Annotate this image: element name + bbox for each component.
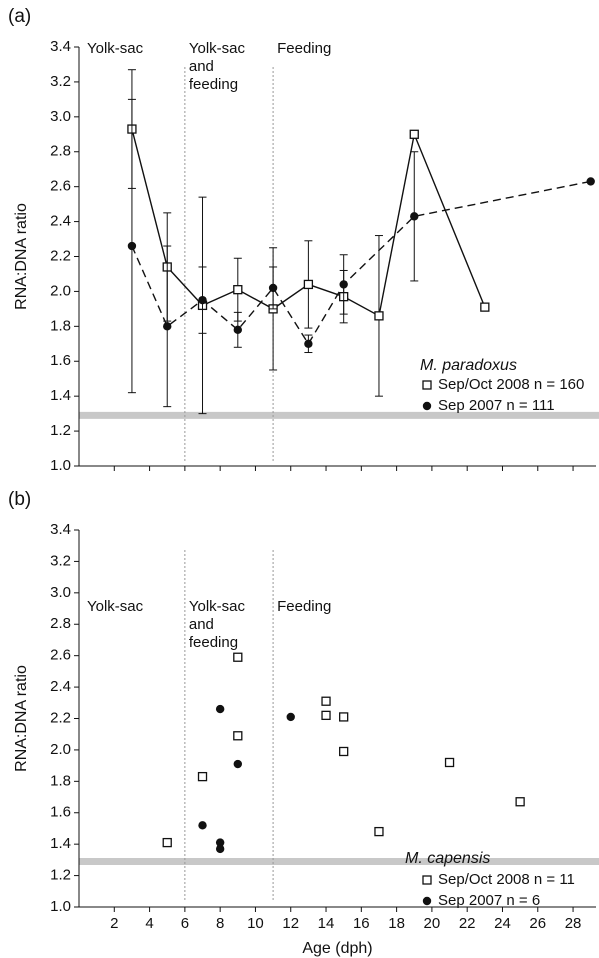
data-point [410,212,419,221]
y-tick-label: 3.0 [50,584,71,601]
data-point [233,759,243,769]
y-tick-label: 3.4 [50,38,71,55]
legend-marker [422,380,432,390]
data-point [127,241,137,251]
data-point [586,177,595,186]
y-tick-label: 1.6 [50,352,71,369]
y-tick-label: 1.2 [50,867,71,884]
y-tick-label: 1.8 [50,317,71,334]
data-point [515,797,525,807]
x-tick-label: 12 [282,915,299,932]
stage-label: Feeding [277,40,331,57]
x-tick-label: 28 [565,915,582,932]
stage-label: Yolk-sac [87,598,144,615]
data-point [409,129,419,139]
data-point [198,295,207,305]
x-axis-label: Age (dph) [302,940,372,957]
stage-label: feeding [189,634,238,651]
data-point [233,652,243,662]
x-tick-label: 14 [318,915,335,932]
data-point [163,322,172,331]
data-point [233,285,243,295]
stage-label: Yolk-sac [87,40,144,57]
x-tick-label: 24 [494,915,511,932]
data-point [268,283,278,293]
y-axis-label: RNA:DNA ratio [13,203,30,310]
y-axis-label: RNA:DNA ratio [13,665,30,772]
y-tick-label: 2.0 [50,282,71,299]
y-tick-label: 1.4 [50,387,71,404]
y-tick-label: 1.6 [50,804,71,821]
y-tick-label: 3.4 [50,521,71,538]
data-point [339,712,349,722]
x-tick-label: 18 [388,915,405,932]
y-tick-label: 2.2 [50,247,71,264]
y-tick-label: 1.0 [50,898,71,915]
legend-label: Sep/Oct 2008 n = 160 [438,376,584,393]
y-tick-label: 1.8 [50,772,71,789]
data-point [303,279,314,290]
x-tick-label: 20 [424,915,441,932]
y-tick-label: 2.4 [50,213,71,230]
y-tick-label: 1.2 [50,422,71,439]
data-point [233,731,243,741]
y-tick-label: 2.8 [50,615,71,632]
stage-label: Yolk-sac [189,598,246,615]
data-point [233,325,243,335]
legend-marker [422,896,432,906]
panel-label: (a) [8,6,31,27]
legend-label: Sep 2007 n = 6 [438,892,540,909]
data-point [339,280,348,289]
data-point [215,844,225,854]
x-tick-label: 8 [216,915,224,932]
y-tick-label: 2.0 [50,741,71,758]
data-point [321,696,331,706]
data-point [444,757,455,768]
series-line [131,128,486,317]
y-tick-label: 1.4 [50,835,71,852]
y-tick-label: 2.2 [50,709,71,726]
x-tick-label: 6 [181,915,189,932]
data-point [198,821,207,830]
stage-label: and [189,616,214,633]
stage-label: and [189,58,214,75]
data-point [215,838,225,847]
x-tick-label: 2 [110,915,118,932]
stage-label: feeding [189,76,238,93]
stage-label: Feeding [277,598,331,615]
y-tick-label: 3.2 [50,73,71,90]
data-point [162,837,172,848]
data-point [215,704,225,714]
x-tick-label: 26 [529,915,546,932]
y-tick-label: 2.4 [50,678,71,695]
legend-label: Sep 2007 n = 111 [438,397,555,414]
panel-label: (b) [8,489,31,510]
data-point [304,339,313,348]
legend-title: M. paradoxus [420,357,517,374]
x-tick-label: 16 [353,915,370,932]
data-point [374,311,384,321]
data-point [374,826,384,837]
y-tick-label: 2.6 [50,178,71,195]
x-tick-label: 22 [459,915,476,932]
legend-title: M. capensis [405,850,490,867]
y-tick-label: 2.8 [50,143,71,160]
data-point [197,771,208,782]
y-tick-label: 3.0 [50,108,71,125]
data-point [339,746,349,757]
legend-marker [422,875,432,885]
series-line [131,180,591,346]
x-tick-label: 10 [247,915,264,932]
x-tick-label: 4 [145,915,153,932]
data-point [286,712,295,722]
y-tick-label: 3.2 [50,552,71,569]
legend-marker [422,401,432,411]
y-tick-label: 1.0 [50,457,71,474]
legend-label: Sep/Oct 2008 n = 11 [438,871,575,888]
y-tick-label: 2.6 [50,647,71,664]
data-point [480,302,490,312]
data-point [321,710,331,721]
stage-label: Yolk-sac [189,40,246,57]
